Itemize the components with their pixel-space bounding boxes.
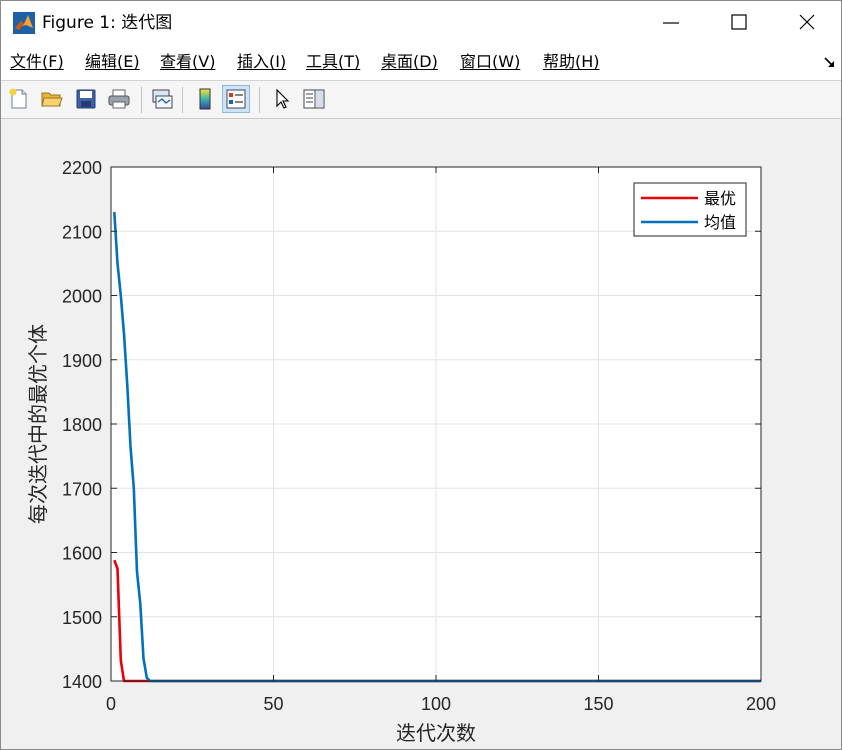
x-tick-label: 150 xyxy=(583,694,613,714)
iteration-line-chart[interactable]: 0 50 100 150 200 1400 1500 1600 1700 1800 1900 2000… xyxy=(1,119,841,749)
minimize-button[interactable] xyxy=(637,1,705,43)
open-file-icon xyxy=(41,92,63,107)
print-icon xyxy=(108,89,130,109)
save-button[interactable] xyxy=(72,85,100,113)
y-tick-label: 1700 xyxy=(62,479,102,499)
y-tick-label: 2100 xyxy=(62,222,102,242)
save-icon xyxy=(76,89,96,109)
x-tick-label: 50 xyxy=(263,694,283,714)
y-tick-label: 1500 xyxy=(62,608,102,628)
toolbar-separator xyxy=(141,87,142,113)
legend-box xyxy=(633,182,747,237)
menu-view[interactable]: 查看(V) xyxy=(160,52,216,71)
series-line-2[interactable] xyxy=(113,211,761,683)
legend-icon xyxy=(226,89,246,109)
matlab-logo-icon xyxy=(13,12,35,34)
new-figure-icon xyxy=(9,88,27,109)
menu-file[interactable]: 文件(F) xyxy=(10,52,64,71)
link-plot-icon xyxy=(152,89,173,109)
open-file-button[interactable] xyxy=(38,85,66,113)
y-tick-label: 1600 xyxy=(62,544,102,564)
menu-bar: 文件(F) 编辑(E) 查看(V) 插入(I) 工具(T) 桌面(D) 窗口(W… xyxy=(1,43,841,81)
property-inspector-button[interactable] xyxy=(300,85,328,113)
y-tick-label: 1800 xyxy=(62,415,102,435)
maximize-icon xyxy=(731,14,747,30)
x-tick-label: 100 xyxy=(421,694,451,714)
toolbar xyxy=(1,81,841,119)
new-figure-button[interactable] xyxy=(5,85,33,113)
toolbar-separator xyxy=(259,87,260,113)
y-tick-label: 1900 xyxy=(62,351,102,371)
menu-edit[interactable]: 编辑(E) xyxy=(85,52,140,71)
insert-legend-button[interactable] xyxy=(222,85,250,113)
menu-window[interactable]: 窗口(W) xyxy=(460,52,521,71)
x-axis-label: 迭代次数 xyxy=(396,721,476,745)
pointer-icon xyxy=(276,88,290,109)
figure-canvas: 0 50 100 150 200 1400 1500 1600 1700 1800 1900 2000… xyxy=(1,119,841,749)
y-axis-label: 每次迭代中的最优个体 xyxy=(26,324,50,524)
menu-desktop[interactable]: 桌面(D) xyxy=(381,52,438,71)
colorbar-icon xyxy=(199,88,211,110)
edit-plot-button[interactable] xyxy=(268,85,296,113)
close-button[interactable] xyxy=(773,1,841,43)
title-bar[interactable]: Figure 1: 迭代图 xyxy=(1,1,841,43)
menu-tools[interactable]: 工具(T) xyxy=(306,52,361,71)
dock-arrow-icon[interactable] xyxy=(823,56,837,70)
grid-lines xyxy=(111,167,761,681)
menu-insert[interactable]: 插入(I) xyxy=(237,52,287,71)
print-button[interactable] xyxy=(105,85,133,113)
y-tick-label: 1400 xyxy=(62,672,102,692)
x-tick-label: 200 xyxy=(746,694,776,714)
maximize-button[interactable] xyxy=(705,1,773,43)
property-inspector-icon xyxy=(303,89,325,109)
legend-label-1: 最优 xyxy=(704,189,736,208)
y-tick-label: 2000 xyxy=(62,287,102,307)
close-icon xyxy=(799,14,815,30)
x-tick-label: 0 xyxy=(106,694,116,714)
legend-label-2: 均值 xyxy=(704,213,736,232)
minimize-icon xyxy=(663,22,679,24)
tick-layer: 0 50 100 150 200 1400 1500 1600 1700 1800 1900 2000… xyxy=(62,158,776,714)
insert-colorbar-button[interactable] xyxy=(191,85,219,113)
y-tick-label: 2200 xyxy=(62,158,102,178)
window-title: Figure 1: 迭代图 xyxy=(42,13,173,33)
menu-help[interactable]: 帮助(H) xyxy=(543,52,600,71)
toolbar-separator xyxy=(182,87,183,113)
link-plot-button[interactable] xyxy=(148,85,176,113)
